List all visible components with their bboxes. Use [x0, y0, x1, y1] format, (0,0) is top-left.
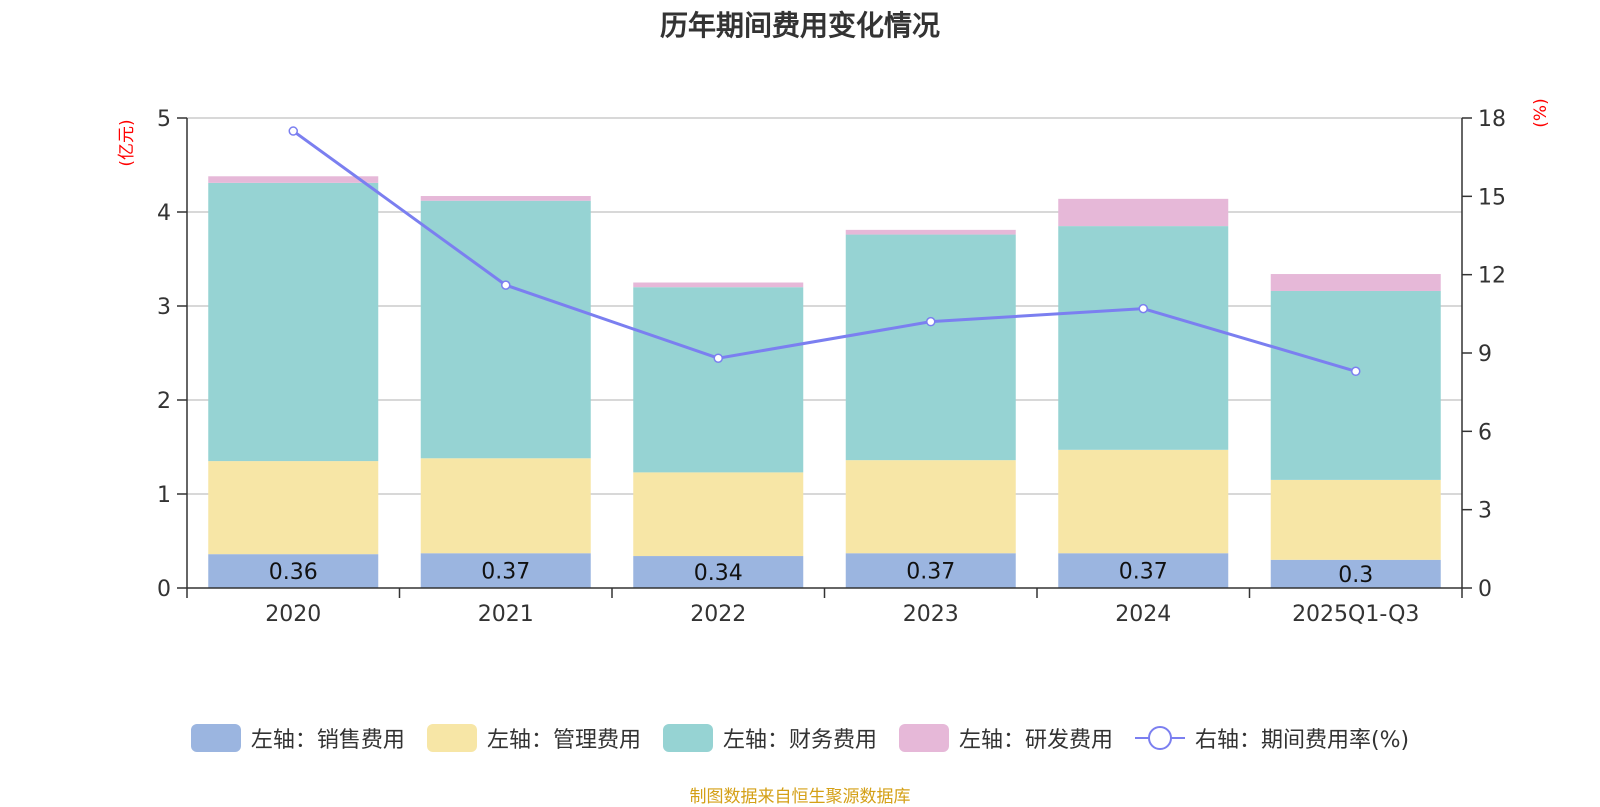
bar-segment — [208, 461, 379, 555]
bar-segment — [1058, 226, 1229, 450]
bar-value-label: 0.3 — [1338, 563, 1373, 588]
bar-value-label: 0.36 — [269, 560, 318, 585]
x-axis-tick-label: 2020 — [265, 602, 321, 627]
right-axis-tick-label: 18 — [1478, 107, 1506, 132]
bar-stacks — [208, 176, 1441, 588]
bar-segment — [208, 182, 379, 462]
grid-lines — [187, 117, 1462, 495]
legend-item: 左轴：研发费用 — [898, 722, 1113, 754]
legend-item: 左轴：财务费用 — [662, 722, 877, 754]
x-axis-tick-label: 2024 — [1115, 602, 1171, 627]
left-axis-tick-label: 5 — [157, 107, 171, 132]
chart-title: 历年期间费用变化情况 — [659, 9, 940, 42]
bar-segment — [420, 458, 591, 554]
legend-label: 左轴：销售费用 — [250, 728, 405, 753]
rate-line-point — [1351, 366, 1361, 377]
legend-marker — [1147, 726, 1172, 750]
bar-segment — [208, 176, 379, 183]
rate-line-path — [292, 129, 1357, 373]
bar-value-label: 0.34 — [694, 561, 743, 586]
bar-segment — [845, 234, 1016, 461]
legend-line-swatch — [1134, 724, 1185, 752]
left-axis-unit: (亿元) — [117, 119, 137, 166]
legend-item: 左轴：销售费用 — [190, 722, 405, 754]
bar-value-labels: 0.36 0.37 0.34 0.37 0.37 0.3 — [269, 560, 1373, 588]
bar-segment — [1058, 449, 1229, 554]
rate-line-point — [926, 316, 936, 327]
legend-swatch — [190, 724, 241, 752]
rate-line-point — [288, 126, 298, 136]
right-axis-tick-label: 6 — [1478, 420, 1492, 445]
legend-swatch — [662, 724, 713, 752]
x-axis-tick-label: 2022 — [690, 602, 746, 627]
legend-label: 左轴：管理费用 — [486, 728, 641, 753]
legend-label: 右轴：期间费用率(%) — [1194, 728, 1410, 753]
bar-segment — [1270, 290, 1441, 480]
bar-value-label: 0.37 — [906, 560, 955, 585]
bar-segment — [1058, 198, 1229, 227]
source-note: 制图数据来自恒生聚源数据库 — [689, 787, 911, 807]
bar-segment — [845, 460, 1016, 554]
legend-item: 左轴：管理费用 — [426, 722, 641, 754]
rate-line — [288, 126, 1361, 377]
bar-segment — [633, 472, 804, 557]
rate-line-point — [713, 353, 723, 363]
bar-segment — [845, 229, 1016, 235]
left-axis-tick-label: 3 — [157, 295, 171, 320]
legend-item: 右轴：期间费用率(%) — [1134, 722, 1410, 754]
left-axis-tick-label: 2 — [157, 389, 171, 414]
bar-segment — [1058, 553, 1229, 588]
legend-swatch — [898, 724, 949, 752]
bar-segment — [1270, 559, 1441, 588]
rate-line-point — [501, 280, 511, 290]
right-axis-tick-label: 3 — [1478, 499, 1492, 524]
bar-segment — [845, 553, 1016, 588]
left-axis-tick-label: 4 — [157, 201, 171, 226]
right-axis-unit: (%) — [1531, 98, 1551, 127]
left-axis-tick-label: 0 — [157, 577, 171, 602]
bar-segment — [633, 556, 804, 588]
legend-label: 左轴：财务费用 — [722, 728, 877, 753]
bar-segment — [633, 282, 804, 288]
legend-label: 左轴：研发费用 — [958, 728, 1113, 753]
bar-segment — [420, 200, 591, 459]
legend-swatch — [426, 724, 477, 752]
bar-segment — [1270, 479, 1441, 560]
right-axis-tick-label: 12 — [1478, 264, 1506, 289]
bar-value-label: 0.37 — [1119, 560, 1168, 585]
right-axis-tick-label: 15 — [1478, 185, 1506, 210]
x-axis-tick-label: 2025Q1-Q3 — [1292, 602, 1419, 627]
rate-line-point — [1138, 303, 1148, 314]
bar-segment — [633, 287, 804, 473]
x-axis-tick-label: 2021 — [478, 602, 534, 627]
legend: 左轴：销售费用 左轴：管理费用 左轴：财务费用 左轴：研发费用 右轴：期间费用率(%) — [0, 722, 1600, 754]
left-axis-tick-label: 1 — [157, 483, 171, 508]
bar-segment — [1270, 274, 1441, 291]
bar-segment — [420, 196, 591, 201]
x-axis-tick-label: 2023 — [903, 602, 959, 627]
bar-segment — [420, 553, 591, 588]
right-axis-tick-label: 0 — [1478, 577, 1492, 602]
bar-value-label: 0.37 — [481, 560, 530, 585]
right-axis-tick-label: 9 — [1478, 342, 1492, 367]
bar-segment — [208, 554, 379, 588]
